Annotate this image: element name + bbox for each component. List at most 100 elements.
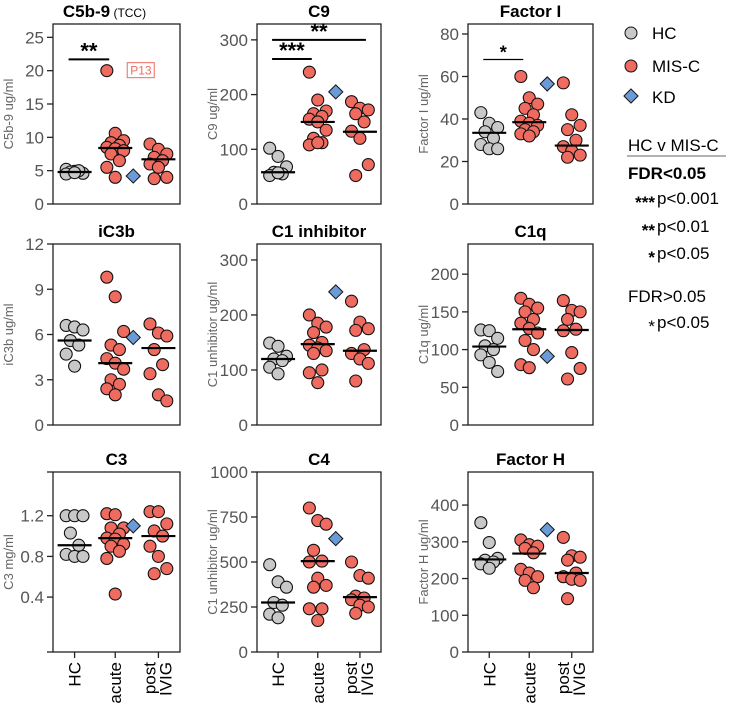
y-axis-label: C9 ug/ml [205,88,220,140]
y-tick-label: 1.2 [20,507,44,526]
point-misc [344,294,359,308]
point-misc [361,571,375,585]
legend-kd-label: KD [652,88,676,107]
point-misc [151,505,165,519]
y-tick-label: 250 [220,598,248,617]
point-misc [526,343,541,357]
point-misc [108,290,122,304]
point-misc [302,308,316,322]
point-misc [573,573,587,587]
point-misc [143,317,157,331]
point-hc [263,558,277,572]
point-misc [112,343,126,357]
panel-title: C1 inhibitor [272,222,367,241]
y-axis-label: Factor I ug/ml [416,74,431,154]
y-tick-label: 0 [450,643,459,662]
y-tick-label: 100 [220,361,248,380]
panel-title: Factor I [500,2,561,21]
panel-title-suffix: (TCC) [110,6,146,20]
x-tick-label: IVIG [570,662,589,696]
point-hc [275,354,289,368]
y-axis-label: C1q ug/ml [416,305,431,364]
point-misc [160,517,174,531]
y-tick-label: 0.8 [20,547,44,566]
y-tick-label: 200 [220,86,248,105]
y-tick-label: 750 [220,508,248,527]
point-misc [349,606,363,620]
point-hc [72,338,86,352]
point-misc [573,118,587,132]
point-misc [307,326,321,340]
point-misc [100,64,114,78]
point-misc [526,581,541,595]
y-tick-label: 0 [35,416,44,435]
point-misc [573,148,587,162]
stars-1: * [648,248,655,267]
point-misc [143,539,157,553]
point-misc [302,602,316,616]
panel-title: C1q [514,222,546,241]
point-misc [143,367,157,381]
point-misc [556,76,570,90]
point-kd [125,518,142,534]
y-axis-label: C1 unhibitor ug/ml [205,282,220,388]
point-misc [556,294,570,308]
panel-title: iC3b [98,222,135,241]
point-kd [327,84,344,100]
point-misc [319,123,333,137]
point-misc [357,115,371,129]
point-hc [491,331,505,345]
y-tick-label: 3 [35,371,44,390]
y-tick-label: 300 [220,251,248,270]
point-hc [76,509,90,523]
y-axis-label: C1 unhibitor ug/ml [205,509,220,615]
point-misc [160,394,174,408]
point-hc [482,355,496,369]
panel-title: C9 [308,2,330,21]
y-axis-label: C5b-9 ug/ml [1,78,16,149]
point-misc [361,600,375,614]
x-tick-label: acute [106,662,125,704]
y-tick-label: 200 [431,570,459,589]
y-tick-label: 0 [239,195,248,214]
plot-frame [467,471,594,653]
legend: HC MIS-C KD HC v MIS-C FDR<0.05 *** p<0.… [623,24,726,336]
point-misc [573,361,587,375]
annotation-label: P13 [130,64,152,78]
point-misc [518,305,532,319]
y-tick-label: 500 [220,553,248,572]
point-hc [279,580,294,594]
y-tick-label: 80 [440,25,459,44]
point-hc [491,364,505,379]
point-misc [311,93,325,107]
y-tick-label: 6 [35,326,44,345]
plot-frame [52,23,181,205]
ns-pval-1: p<0.05 [657,313,709,332]
x-tick-label: IVIG [156,662,175,696]
panel-c1q: C1q 0 50 100 150 200 C1q ug/ml [416,222,594,435]
legend-kd-marker [623,88,639,104]
y-tick-label: 400 [431,496,459,515]
point-kd [125,329,142,346]
point-misc [353,131,367,145]
y-tick-label: 0 [239,416,248,435]
x-tick-label: acute [520,662,539,704]
point-misc [514,69,528,84]
point-hc [59,347,73,361]
point-misc [319,578,333,592]
point-misc [156,358,170,372]
point-misc [349,374,363,388]
y-tick-label: 25 [25,28,44,47]
y-tick-label: 0.4 [20,588,44,607]
panel-factor-i: Factor I 0 20 40 60 80 Factor I ug/ml * [416,2,594,214]
x-tick-label: HC [269,662,288,687]
y-axis-label: C3 mg/ml [1,534,16,590]
point-misc [349,323,363,337]
point-misc [531,570,545,584]
point-misc [147,172,161,186]
point-misc [565,346,579,360]
point-hc [76,549,90,563]
